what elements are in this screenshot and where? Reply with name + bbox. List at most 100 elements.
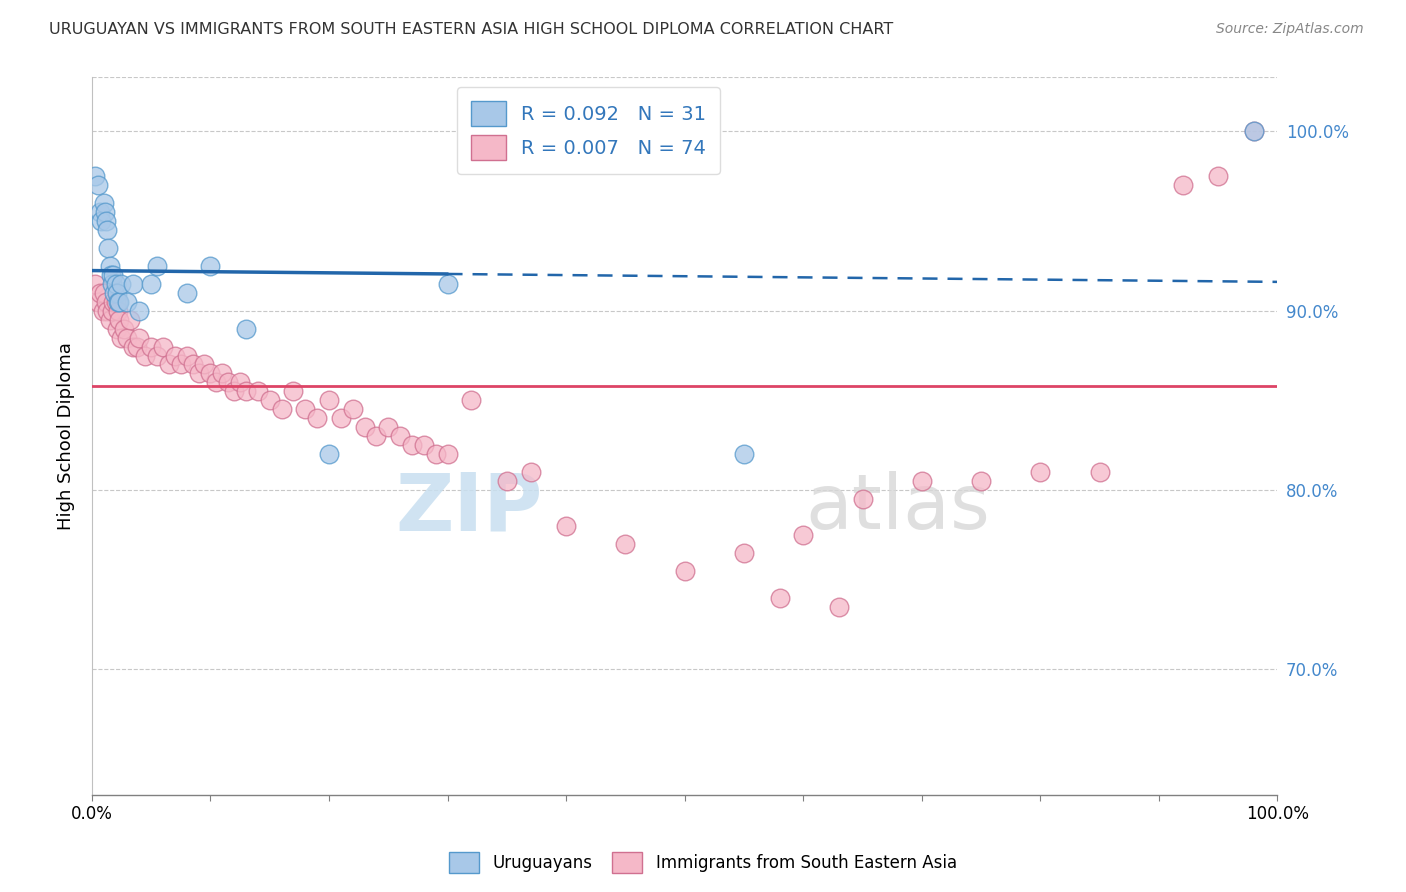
Point bbox=[94, 294, 117, 309]
Point bbox=[377, 420, 399, 434]
Point bbox=[211, 367, 233, 381]
Point bbox=[118, 312, 141, 326]
Point bbox=[108, 294, 131, 309]
Point bbox=[104, 294, 127, 309]
Point bbox=[103, 268, 125, 282]
Point bbox=[117, 294, 139, 309]
Point bbox=[401, 438, 423, 452]
Point bbox=[101, 303, 124, 318]
Point bbox=[103, 294, 125, 309]
Point bbox=[217, 376, 239, 390]
Point bbox=[84, 169, 107, 183]
Point bbox=[84, 277, 107, 291]
Text: Source: ZipAtlas.com: Source: ZipAtlas.com bbox=[1216, 22, 1364, 37]
Point bbox=[425, 447, 447, 461]
Point bbox=[146, 259, 169, 273]
Point bbox=[235, 321, 257, 335]
Point bbox=[117, 330, 139, 344]
Point bbox=[768, 591, 790, 605]
Point bbox=[318, 393, 340, 408]
Y-axis label: High School Diploma: High School Diploma bbox=[58, 343, 75, 530]
Point bbox=[436, 447, 458, 461]
Point bbox=[170, 358, 193, 372]
Point bbox=[307, 411, 329, 425]
Point bbox=[246, 384, 269, 399]
Text: ZIP: ZIP bbox=[395, 469, 543, 547]
Point bbox=[389, 429, 412, 443]
Point bbox=[200, 367, 222, 381]
Point bbox=[91, 303, 114, 318]
Point bbox=[1171, 178, 1194, 192]
Point bbox=[181, 358, 204, 372]
Point bbox=[294, 402, 316, 417]
Point bbox=[270, 402, 292, 417]
Point bbox=[235, 384, 257, 399]
Point bbox=[163, 349, 186, 363]
Point bbox=[105, 285, 128, 300]
Point bbox=[828, 599, 851, 614]
Point bbox=[139, 277, 162, 291]
Point bbox=[436, 277, 458, 291]
Point bbox=[224, 384, 246, 399]
Point bbox=[176, 349, 198, 363]
Point bbox=[412, 438, 434, 452]
Point bbox=[94, 205, 117, 219]
Point bbox=[460, 393, 482, 408]
Point bbox=[1243, 124, 1265, 138]
Point bbox=[104, 277, 127, 291]
Point bbox=[87, 178, 110, 192]
Point bbox=[176, 285, 198, 300]
Point bbox=[733, 447, 755, 461]
Point bbox=[128, 303, 150, 318]
Point bbox=[105, 321, 128, 335]
Point bbox=[96, 223, 118, 237]
Point bbox=[89, 205, 111, 219]
Point bbox=[110, 277, 132, 291]
Point bbox=[146, 349, 169, 363]
Point bbox=[94, 214, 117, 228]
Point bbox=[200, 259, 222, 273]
Point bbox=[97, 241, 120, 255]
Point bbox=[733, 546, 755, 560]
Legend: R = 0.092   N = 31, R = 0.007   N = 74: R = 0.092 N = 31, R = 0.007 N = 74 bbox=[457, 87, 720, 174]
Legend: Uruguayans, Immigrants from South Eastern Asia: Uruguayans, Immigrants from South Easter… bbox=[443, 846, 963, 880]
Point bbox=[1088, 465, 1111, 479]
Point bbox=[1206, 169, 1229, 183]
Point bbox=[342, 402, 364, 417]
Point bbox=[193, 358, 215, 372]
Point bbox=[205, 376, 228, 390]
Text: atlas: atlas bbox=[806, 471, 990, 545]
Point bbox=[96, 303, 118, 318]
Point bbox=[87, 294, 110, 309]
Point bbox=[112, 321, 135, 335]
Point bbox=[555, 519, 578, 533]
Point bbox=[353, 420, 375, 434]
Point bbox=[108, 312, 131, 326]
Point bbox=[970, 474, 993, 488]
Point bbox=[259, 393, 281, 408]
Point bbox=[1029, 465, 1052, 479]
Point bbox=[673, 564, 696, 578]
Point bbox=[318, 447, 340, 461]
Point bbox=[89, 285, 111, 300]
Point bbox=[107, 303, 129, 318]
Point bbox=[329, 411, 352, 425]
Point bbox=[911, 474, 934, 488]
Point bbox=[187, 367, 209, 381]
Point bbox=[100, 268, 122, 282]
Point bbox=[93, 196, 115, 211]
Point bbox=[125, 340, 148, 354]
Point bbox=[93, 285, 115, 300]
Text: URUGUAYAN VS IMMIGRANTS FROM SOUTH EASTERN ASIA HIGH SCHOOL DIPLOMA CORRELATION : URUGUAYAN VS IMMIGRANTS FROM SOUTH EASTE… bbox=[49, 22, 893, 37]
Point bbox=[122, 277, 145, 291]
Point bbox=[90, 214, 112, 228]
Point bbox=[157, 358, 180, 372]
Point bbox=[98, 312, 121, 326]
Point bbox=[98, 259, 121, 273]
Point bbox=[134, 349, 156, 363]
Point bbox=[229, 376, 252, 390]
Point bbox=[152, 340, 174, 354]
Point bbox=[139, 340, 162, 354]
Point bbox=[283, 384, 305, 399]
Point bbox=[366, 429, 388, 443]
